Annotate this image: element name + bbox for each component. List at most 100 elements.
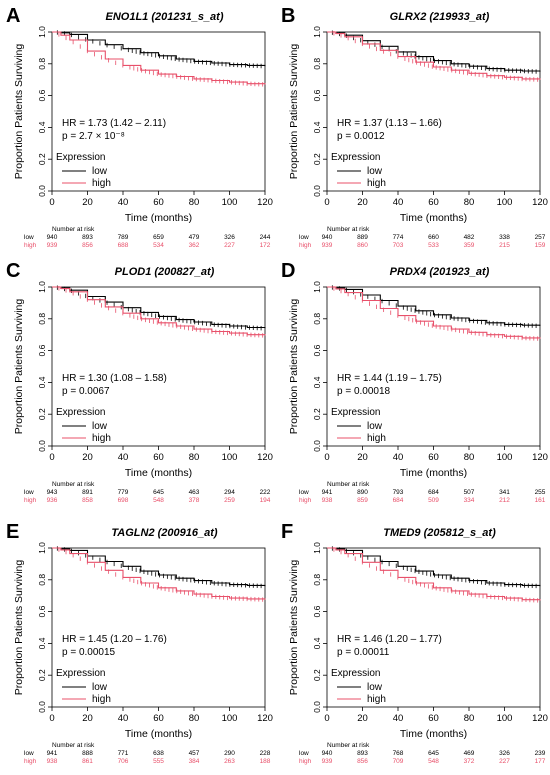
censor-marks-high [333,31,539,82]
risk-value: 774 [393,234,404,241]
y-tick-label: 0.2 [312,669,322,681]
censor-marks-low [331,546,537,589]
legend-title: Expression [331,407,380,418]
risk-value: 856 [82,242,93,249]
hazard-ratio-text: HR = 1.45 (1.20 – 1.76) [62,634,167,645]
p-value-text: p = 2.7 × 10⁻⁸ [62,131,125,142]
hazard-ratio-text: HR = 1.37 (1.13 – 1.66) [337,118,442,129]
risk-value: 789 [118,234,129,241]
risk-value: 378 [189,497,200,504]
y-tick-label: 0.8 [312,574,322,586]
risk-row-label-low: low [24,489,34,496]
y-tick-label: 0.6 [37,344,47,356]
risk-row-label-low: low [299,489,309,496]
x-tick-label: 20 [82,713,93,724]
y-tick-label: 1.0 [37,542,47,554]
y-tick-label: 0.6 [312,89,322,101]
risk-table-header: Number at risk [327,226,370,233]
x-axis-label: Time (months) [125,467,192,479]
risk-row-label-high: high [24,497,37,504]
risk-value: 771 [118,750,129,757]
risk-row-label-high: high [299,242,312,249]
risk-value: 861 [82,758,93,765]
x-tick-label: 20 [357,713,368,724]
risk-value: 177 [535,758,546,765]
y-tick-label: 0.6 [37,605,47,617]
y-axis-label: Proportion Patients Surviving [288,299,300,435]
risk-value: 338 [499,234,510,241]
panel-letter: F [281,521,293,543]
risk-value: 858 [82,497,93,504]
x-tick-label: 120 [532,452,548,463]
risk-table-header: Number at risk [52,481,95,488]
legend-label-high: high [92,433,111,444]
censor-marks-low [331,30,537,74]
risk-value: 534 [153,242,164,249]
y-tick-label: 0.8 [37,574,47,586]
y-tick-label: 1.0 [37,281,47,293]
km-panel-c: C PLOD1 (200827_at) 0.0 0.2 0.4 0.6 0.8 1.0 Prop… [6,260,273,504]
risk-value: 188 [260,758,271,765]
x-axis-label: Time (months) [125,728,192,740]
risk-value: 359 [464,242,475,249]
risk-value: 659 [153,234,164,241]
x-tick-label: 40 [393,452,404,463]
risk-value: 940 [322,234,333,241]
risk-value: 341 [499,489,510,496]
risk-value: 161 [535,497,546,504]
risk-value: 463 [189,489,200,496]
y-axis-label: Proportion Patients Surviving [13,560,25,696]
legend-label-low: low [367,682,383,693]
risk-value: 172 [260,242,271,249]
risk-value: 941 [47,750,58,757]
risk-table-header: Number at risk [327,742,370,749]
y-tick-label: 0.6 [312,344,322,356]
p-value-text: p = 0.00011 [337,647,390,658]
risk-value: 509 [428,497,439,504]
risk-value: 384 [189,758,200,765]
risk-value: 257 [535,234,546,241]
y-tick-label: 1.0 [312,542,322,554]
y-tick-label: 1.0 [312,281,322,293]
risk-value: 645 [153,489,164,496]
risk-value: 891 [82,489,93,496]
p-value-text: p = 0.0012 [337,131,385,142]
hazard-ratio-text: HR = 1.46 (1.20 – 1.77) [337,634,442,645]
risk-value: 290 [224,750,235,757]
legend-label-low: low [92,166,108,177]
x-tick-label: 0 [49,197,54,208]
x-tick-label: 60 [428,713,439,724]
hazard-ratio-text: HR = 1.44 (1.19 – 1.75) [337,373,442,384]
risk-value: 326 [499,750,510,757]
risk-value: 222 [260,489,271,496]
risk-value: 943 [47,489,58,496]
risk-value: 709 [393,758,404,765]
risk-value: 793 [393,489,404,496]
x-tick-label: 60 [428,197,439,208]
risk-value: 334 [464,497,475,504]
legend-title: Expression [331,152,380,163]
legend-label-high: high [367,178,386,189]
risk-value: 263 [224,758,235,765]
censor-marks-high [58,286,264,338]
risk-value: 482 [464,234,475,241]
x-tick-label: 60 [153,713,164,724]
legend-label-high: high [367,694,386,705]
y-tick-label: 0.4 [37,376,47,388]
y-tick-label: 0.0 [37,701,47,713]
x-tick-label: 120 [257,452,273,463]
km-panel-d: D PRDX4 (201923_at) 0.0 0.2 0.4 0.6 0.8 1.0 Prop… [281,260,548,504]
legend-title: Expression [56,407,105,418]
survival-curve-high [327,547,541,601]
legend-label-high: high [92,694,111,705]
survival-curve-high [327,31,541,80]
x-tick-label: 60 [153,197,164,208]
x-tick-label: 40 [393,197,404,208]
censor-marks-high [333,547,539,603]
x-tick-label: 0 [49,713,54,724]
chart-title: ENO1L1 (201231_s_at) [105,11,223,23]
risk-value: 660 [428,234,439,241]
risk-row-label-low: low [24,234,34,241]
risk-value: 215 [499,242,510,249]
risk-value: 936 [47,497,58,504]
